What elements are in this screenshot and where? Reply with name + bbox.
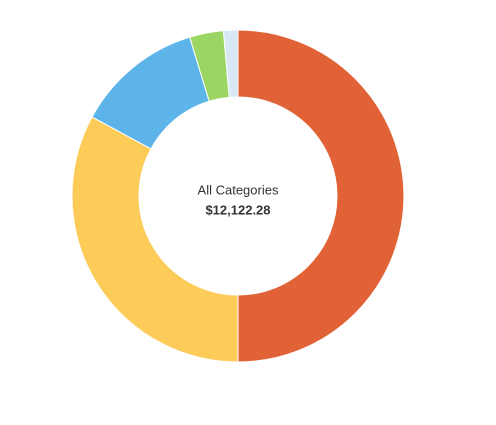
donut-slice xyxy=(71,116,239,363)
center-total: $12,122.28 xyxy=(205,202,270,217)
donut xyxy=(71,29,405,363)
donut-slice xyxy=(237,29,405,363)
center-label: All Categories xyxy=(198,182,279,197)
donut-slice xyxy=(222,29,239,98)
